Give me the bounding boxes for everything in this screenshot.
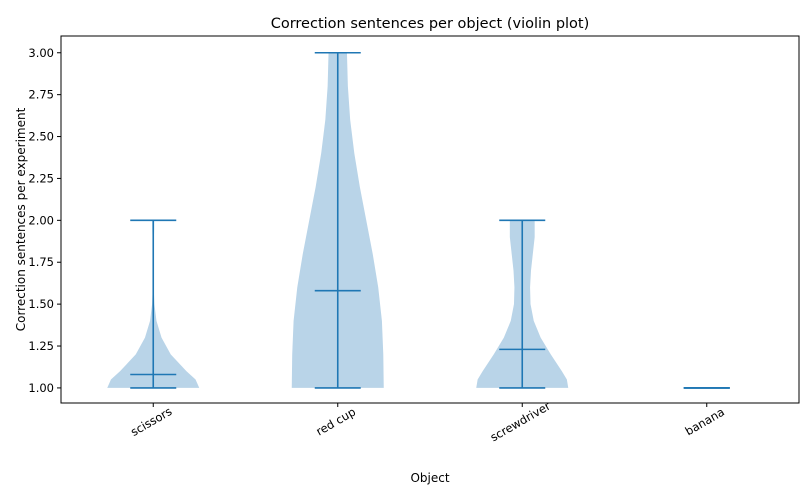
- x-axis-label: Object: [410, 471, 449, 485]
- x-tick-label: screwdriver: [488, 399, 553, 445]
- x-tick-label: red cup: [313, 405, 358, 439]
- y-tick-label: 3.00: [28, 46, 54, 60]
- x-tick-label: scissors: [128, 404, 174, 439]
- y-tick-label: 1.50: [28, 297, 54, 311]
- y-tick-label: 2.75: [28, 88, 54, 102]
- y-tick-label: 2.50: [28, 130, 54, 144]
- y-tick-label: 1.25: [28, 339, 54, 353]
- y-axis: 1.00 1.25 1.50 1.75 2.00 2.25 2.50 2.75 3.00: [28, 46, 61, 395]
- y-tick-label: 2.00: [28, 213, 54, 227]
- y-axis-label: Correction sentences per experiment: [14, 107, 28, 331]
- y-tick-label: 2.25: [28, 171, 54, 185]
- y-tick-label: 1.75: [28, 255, 54, 269]
- y-tick-label: 1.00: [28, 381, 54, 395]
- chart-title: Correction sentences per object (violin …: [271, 16, 590, 32]
- violin-lines: [130, 51, 730, 389]
- x-tick-label: banana: [683, 405, 727, 439]
- plot-frame: [60, 35, 800, 404]
- x-axis: scissors red cup screwdriver banana: [128, 399, 727, 445]
